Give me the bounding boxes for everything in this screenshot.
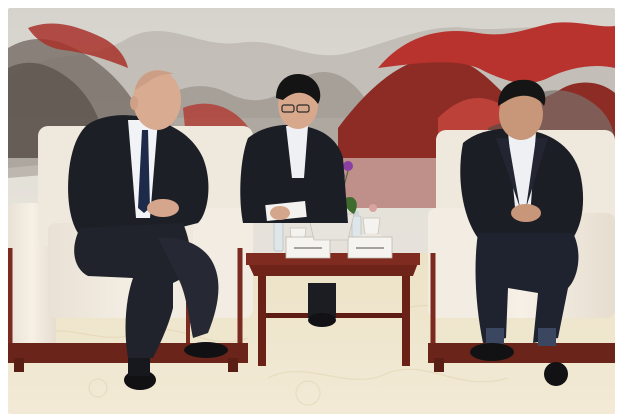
person-right [460, 79, 584, 386]
meeting-photo [8, 8, 615, 414]
person-middle [240, 74, 348, 327]
person-left [68, 70, 228, 390]
